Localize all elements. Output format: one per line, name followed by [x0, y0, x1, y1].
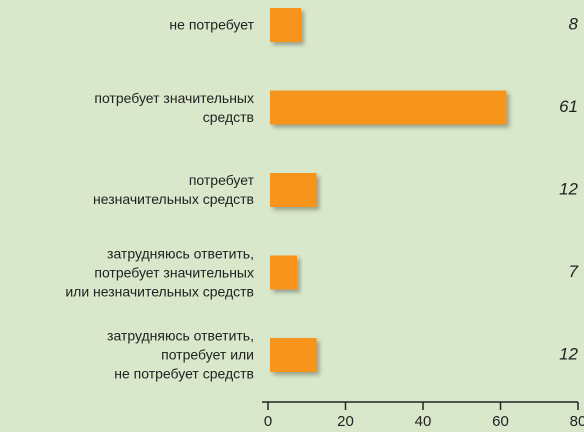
- category-label: не потребует: [169, 16, 254, 33]
- value-label: 12: [559, 179, 578, 198]
- value-label: 12: [559, 344, 578, 363]
- category-label: затрудняюсь ответить, потребует значител…: [65, 245, 254, 299]
- bar: [270, 173, 317, 207]
- x-tick-label: 40: [415, 413, 432, 430]
- value-label: 7: [569, 262, 579, 281]
- bar: [270, 90, 507, 125]
- bar: [270, 338, 317, 372]
- bar: [270, 255, 298, 290]
- bar: [270, 8, 301, 42]
- x-tick-label: 60: [492, 413, 509, 430]
- category-label: потребует значительных средств: [94, 89, 254, 125]
- category-label: затрудняюсь ответить, потребует или не п…: [107, 327, 254, 382]
- x-tick-label: 0: [264, 413, 272, 430]
- x-tick-label: 20: [337, 413, 354, 430]
- x-tick-label: 80: [570, 413, 584, 430]
- category-label: потребует незначительных средств: [93, 172, 254, 207]
- value-label: 8: [569, 14, 579, 33]
- value-label: 61: [559, 97, 578, 116]
